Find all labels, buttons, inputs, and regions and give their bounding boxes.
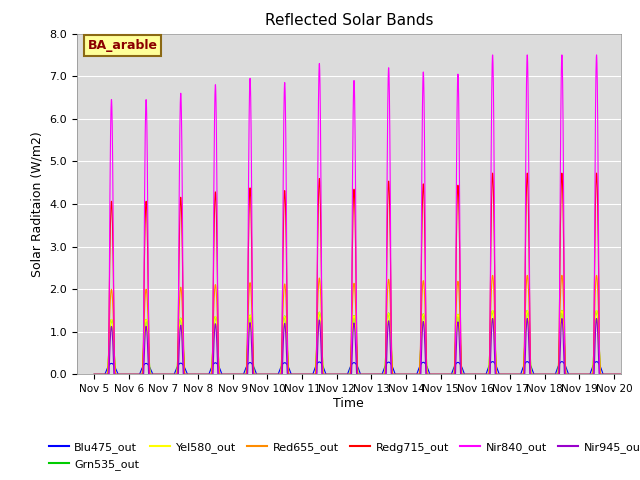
Nir840_out [442,372,450,377]
Nir945_out [627,316,635,322]
Nir945_out [419,332,426,338]
Blu475_out [627,359,635,364]
Red655_out [531,372,538,377]
Grn535_out [442,372,450,377]
Yel580_out [291,372,299,377]
Nir840_out [627,52,635,58]
Blu475_out [442,372,450,377]
Legend: Blu475_out, Grn535_out, Yel580_out, Red655_out, Redg715_out, Nir840_out, Nir945_: Blu475_out, Grn535_out, Yel580_out, Red6… [44,438,640,474]
Line: Grn535_out: Grn535_out [94,311,640,374]
Redg715_out [531,372,538,377]
Nir945_out [531,372,538,377]
X-axis label: Time: Time [333,397,364,410]
Nir840_out [291,372,299,377]
Grn535_out [501,372,509,377]
Grn535_out [291,372,299,377]
Text: BA_arable: BA_arable [88,39,157,52]
Redg715_out [501,372,509,377]
Nir840_out [419,130,426,135]
Blu475_out [501,372,509,377]
Red655_out [419,290,426,296]
Nir840_out [501,372,509,377]
Red655_out [118,372,126,377]
Blu475_out [118,372,126,377]
Grn535_out [118,372,126,377]
Redg715_out [90,372,98,377]
Nir840_out [90,372,98,377]
Nir945_out [501,372,509,377]
Redg715_out [291,372,299,377]
Line: Redg715_out: Redg715_out [94,173,640,374]
Grn535_out [531,372,538,377]
Red655_out [627,273,635,278]
Grn535_out [627,308,635,313]
Line: Blu475_out: Blu475_out [94,361,640,374]
Blu475_out [291,372,299,377]
Title: Reflected Solar Bands: Reflected Solar Bands [264,13,433,28]
Redg715_out [627,170,635,176]
Y-axis label: Solar Raditaion (W/m2): Solar Raditaion (W/m2) [31,131,44,277]
Blu475_out [419,360,426,366]
Yel580_out [531,372,538,377]
Line: Nir945_out: Nir945_out [94,319,640,374]
Line: Yel580_out: Yel580_out [94,311,640,374]
Yel580_out [90,372,98,377]
Red655_out [501,372,509,377]
Line: Red655_out: Red655_out [94,276,640,374]
Grn535_out [419,318,426,324]
Redg715_out [442,372,450,377]
Red655_out [90,372,98,377]
Redg715_out [419,211,426,217]
Grn535_out [90,372,98,377]
Nir945_out [118,372,126,377]
Yel580_out [442,372,450,377]
Yel580_out [501,372,509,377]
Red655_out [442,372,450,377]
Yel580_out [118,372,126,377]
Line: Nir840_out: Nir840_out [94,55,640,374]
Nir840_out [118,372,126,377]
Nir945_out [90,372,98,377]
Nir840_out [531,372,538,377]
Blu475_out [90,372,98,377]
Yel580_out [419,318,426,324]
Nir945_out [442,372,450,377]
Nir945_out [291,372,299,377]
Yel580_out [627,308,635,313]
Blu475_out [531,372,538,377]
Red655_out [291,372,299,377]
Redg715_out [118,372,126,377]
